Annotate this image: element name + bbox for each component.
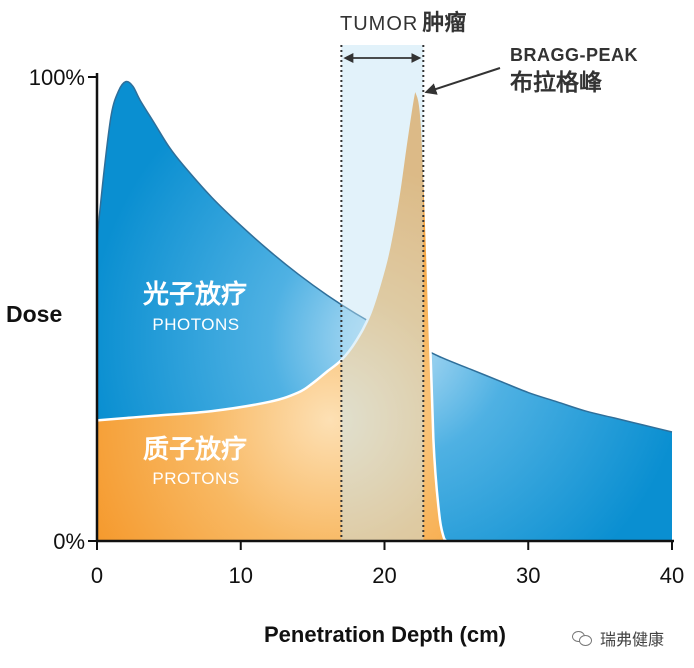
- photon-label-cn: 光子放疗: [142, 279, 247, 310]
- y-axis-label: Dose: [6, 301, 62, 327]
- proton-curve: [96, 86, 448, 542]
- x-tick-label-30: 30: [516, 563, 540, 588]
- y-tick-label-0: 0%: [53, 529, 85, 554]
- x-tick-label-40: 40: [660, 563, 684, 588]
- tumor-label: TUMOR 肿瘤: [340, 10, 466, 36]
- x-tick-label-0: 0: [91, 563, 103, 588]
- wechat-icon: [572, 630, 594, 646]
- tumor-band: [341, 45, 424, 541]
- bragg-peak-arrow: [424, 67, 501, 95]
- photon-label-en: PHOTONS: [152, 315, 239, 334]
- photon-curve: [96, 80, 673, 433]
- watermark: 瑞弗健康: [572, 626, 664, 650]
- watermark-text: 瑞弗健康: [600, 630, 665, 649]
- proton-label-cn: 质子放疗: [143, 434, 247, 465]
- x-tick-label-20: 20: [372, 563, 396, 588]
- proton-label-en: PROTONS: [152, 469, 239, 488]
- x-axis-label: Penetration Depth (cm): [264, 622, 506, 647]
- x-tick-label-10: 10: [229, 563, 253, 588]
- bragg-peak-label-cn: 布拉格峰: [510, 69, 603, 96]
- proton-area: [97, 88, 447, 542]
- y-tick-label-100: 100%: [29, 65, 85, 90]
- bragg-peak-label: BRAGG-PEAK: [510, 45, 638, 65]
